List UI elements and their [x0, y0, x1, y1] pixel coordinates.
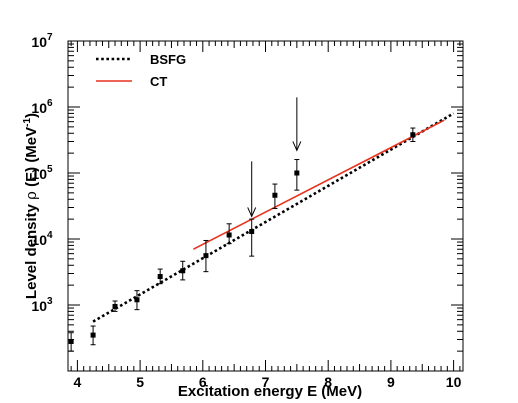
data-point — [112, 303, 118, 309]
x-tick-label: 7 — [262, 374, 270, 390]
series-ct-line — [193, 119, 445, 250]
x-tick-label: 9 — [387, 374, 395, 390]
legend: BSFG CT — [96, 52, 186, 89]
data-point — [249, 228, 255, 234]
axis-ticks — [68, 41, 463, 372]
y-tick-exponent: 5 — [47, 164, 53, 175]
y-tick-base: 10 — [31, 298, 47, 314]
data-point — [410, 132, 416, 138]
data-point — [203, 253, 209, 259]
legend-ct-label: CT — [150, 74, 167, 89]
x-axis-title: Excitation energy E (MeV) — [178, 383, 362, 400]
data-point — [90, 332, 96, 338]
y-tick-exponent: 6 — [47, 98, 53, 109]
data-point — [157, 274, 163, 280]
x-tick-label: 6 — [199, 374, 207, 390]
y-tick-base: 10 — [31, 232, 47, 248]
y-tick-exponent: 7 — [47, 32, 53, 43]
y-tick-exponent: 4 — [47, 230, 53, 241]
x-tick-label: 4 — [74, 374, 82, 390]
y-axis-title-mid: (E) (MeV — [23, 127, 40, 191]
plot-frame — [67, 40, 464, 372]
y-axis-title-suffix: ) — [23, 113, 40, 118]
series-bsfg-line — [92, 112, 455, 323]
y-tick-label: 106 — [31, 98, 53, 116]
y-axis-title-rho: ρ — [22, 191, 40, 200]
data-point — [68, 338, 74, 344]
annotation-arrows — [247, 97, 302, 218]
y-tick-label: 103 — [31, 296, 53, 314]
arrow-head — [292, 141, 302, 152]
data-point — [134, 297, 140, 303]
y-tick-label: 105 — [31, 164, 53, 182]
y-tick-label: 107 — [31, 32, 53, 50]
arrow-head — [247, 207, 257, 218]
data-point — [294, 170, 300, 176]
data-point — [226, 232, 232, 238]
y-tick-exponent: 3 — [47, 296, 53, 307]
x-tick-label: 8 — [324, 374, 332, 390]
legend-bsfg-label: BSFG — [150, 52, 186, 67]
data-points — [68, 127, 416, 352]
y-tick-label: 104 — [31, 230, 53, 248]
y-tick-base: 10 — [31, 166, 47, 182]
data-point — [272, 192, 278, 198]
data-point — [180, 268, 186, 274]
x-tick-label: 10 — [446, 374, 462, 390]
y-axis-title-prefix: Level density — [23, 200, 40, 299]
series-layer — [92, 112, 455, 323]
y-tick-base: 10 — [31, 34, 47, 50]
x-tick-label: 5 — [136, 374, 144, 390]
y-axis-title: Level density ρ (E) (MeV-1) — [22, 113, 40, 299]
y-axis-title-exponent: -1 — [22, 118, 33, 127]
y-tick-base: 10 — [31, 100, 47, 116]
